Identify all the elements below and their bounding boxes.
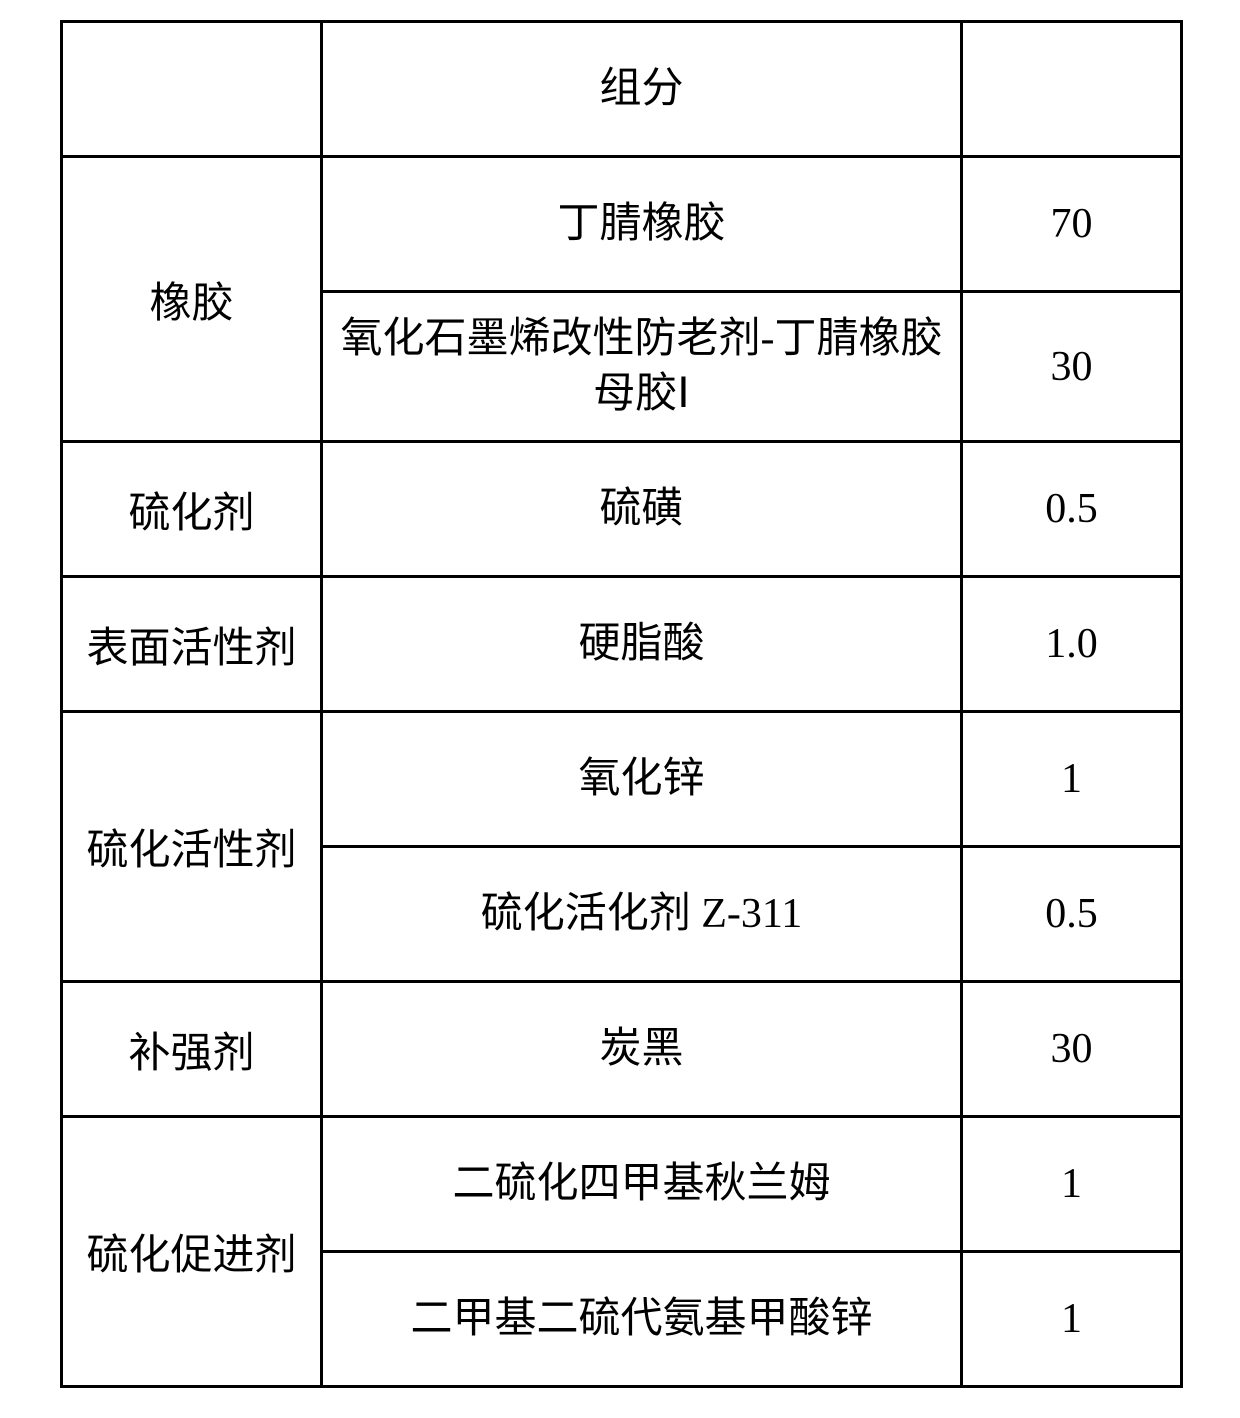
category-cell: 橡胶	[62, 157, 322, 442]
table-header-row: 组分	[62, 22, 1182, 157]
value-cell: 1	[962, 1252, 1182, 1387]
value-cell: 1	[962, 712, 1182, 847]
value-cell: 1.0	[962, 577, 1182, 712]
value-cell: 0.5	[962, 847, 1182, 982]
table-row: 硫化活性剂 氧化锌 1	[62, 712, 1182, 847]
composition-table: 组分 橡胶 丁腈橡胶 70 氧化石墨烯改性防老剂-丁腈橡胶母胶Ⅰ 30 硫化剂 …	[60, 20, 1183, 1388]
table-row: 硫化促进剂 二硫化四甲基秋兰姆 1	[62, 1117, 1182, 1252]
category-cell: 硫化剂	[62, 442, 322, 577]
table-body: 组分 橡胶 丁腈橡胶 70 氧化石墨烯改性防老剂-丁腈橡胶母胶Ⅰ 30 硫化剂 …	[62, 22, 1182, 1387]
component-cell: 二硫化四甲基秋兰姆	[322, 1117, 962, 1252]
page: 组分 橡胶 丁腈橡胶 70 氧化石墨烯改性防老剂-丁腈橡胶母胶Ⅰ 30 硫化剂 …	[0, 0, 1240, 1418]
value-cell: 30	[962, 292, 1182, 442]
category-cell: 硫化促进剂	[62, 1117, 322, 1387]
value-cell: 30	[962, 982, 1182, 1117]
component-cell: 氧化锌	[322, 712, 962, 847]
component-cell: 硫磺	[322, 442, 962, 577]
table-row: 硫化剂 硫磺 0.5	[62, 442, 1182, 577]
value-cell: 1	[962, 1117, 1182, 1252]
component-cell: 氧化石墨烯改性防老剂-丁腈橡胶母胶Ⅰ	[322, 292, 962, 442]
component-cell: 硫化活化剂 Z-311	[322, 847, 962, 982]
category-cell: 补强剂	[62, 982, 322, 1117]
category-cell: 表面活性剂	[62, 577, 322, 712]
component-cell: 硬脂酸	[322, 577, 962, 712]
header-category-cell	[62, 22, 322, 157]
value-cell: 70	[962, 157, 1182, 292]
component-cell: 炭黑	[322, 982, 962, 1117]
component-cell: 丁腈橡胶	[322, 157, 962, 292]
table-row: 表面活性剂 硬脂酸 1.0	[62, 577, 1182, 712]
component-cell: 二甲基二硫代氨基甲酸锌	[322, 1252, 962, 1387]
table-row: 补强剂 炭黑 30	[62, 982, 1182, 1117]
value-cell: 0.5	[962, 442, 1182, 577]
header-value-cell	[962, 22, 1182, 157]
header-component-cell: 组分	[322, 22, 962, 157]
table-row: 橡胶 丁腈橡胶 70	[62, 157, 1182, 292]
category-cell: 硫化活性剂	[62, 712, 322, 982]
